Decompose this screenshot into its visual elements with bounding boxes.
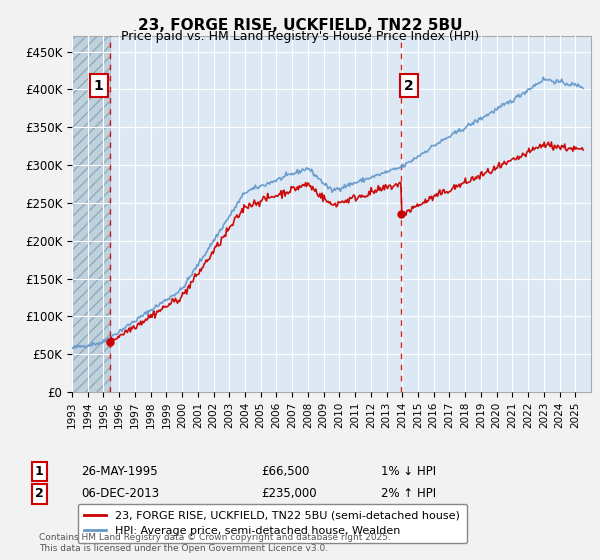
Text: Contains HM Land Registry data © Crown copyright and database right 2025.
This d: Contains HM Land Registry data © Crown c… [39,533,391,553]
Text: 26-MAY-1995: 26-MAY-1995 [81,465,158,478]
Text: £235,000: £235,000 [261,487,317,501]
Text: 2: 2 [404,78,414,92]
Text: 1: 1 [35,465,43,478]
Text: 2% ↑ HPI: 2% ↑ HPI [381,487,436,501]
Text: Price paid vs. HM Land Registry's House Price Index (HPI): Price paid vs. HM Land Registry's House … [121,30,479,43]
Text: £66,500: £66,500 [261,465,310,478]
Bar [72,36,110,392]
Text: 1: 1 [94,78,104,92]
Text: 2: 2 [35,487,43,501]
Text: 23, FORGE RISE, UCKFIELD, TN22 5BU: 23, FORGE RISE, UCKFIELD, TN22 5BU [138,18,462,33]
Legend: 23, FORGE RISE, UCKFIELD, TN22 5BU (semi-detached house), HPI: Average price, se: 23, FORGE RISE, UCKFIELD, TN22 5BU (semi… [77,504,467,543]
Bar [72,36,110,392]
Text: 1% ↓ HPI: 1% ↓ HPI [381,465,436,478]
Text: 06-DEC-2013: 06-DEC-2013 [81,487,159,501]
